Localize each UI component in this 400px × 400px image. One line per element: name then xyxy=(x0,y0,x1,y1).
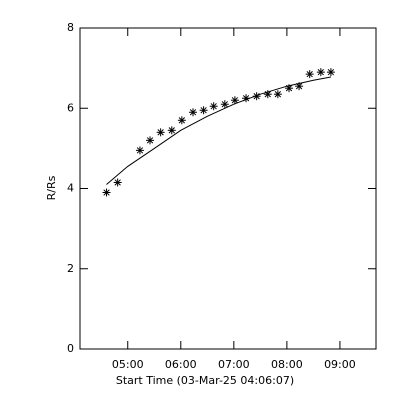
data-point xyxy=(113,178,122,187)
data-point xyxy=(188,108,197,117)
data-point xyxy=(252,92,261,101)
data-point xyxy=(285,84,294,93)
x-tick-label: 07:00 xyxy=(218,358,250,371)
data-point xyxy=(102,188,111,197)
data-point xyxy=(135,146,144,155)
data-point xyxy=(273,90,282,99)
y-tick-label: 2 xyxy=(67,262,74,275)
data-point xyxy=(167,126,176,135)
data-point xyxy=(199,106,208,115)
y-tick-label: 0 xyxy=(67,342,74,355)
data-point xyxy=(177,116,186,125)
y-axis-label: R/Rs xyxy=(45,175,58,200)
data-point xyxy=(156,128,165,137)
data-point xyxy=(230,96,239,105)
data-point xyxy=(295,82,304,91)
x-tick-label: 05:00 xyxy=(112,358,144,371)
data-point xyxy=(263,90,272,99)
y-tick-label: 4 xyxy=(67,182,74,195)
data-point xyxy=(305,70,314,79)
fit-line xyxy=(106,76,331,185)
data-point xyxy=(209,102,218,111)
x-tick-label: 06:00 xyxy=(165,358,197,371)
plot-frame xyxy=(79,27,377,350)
data-point xyxy=(316,68,325,77)
x-axis-label: Start Time (03-Mar-25 04:06:07) xyxy=(116,374,294,387)
data-point xyxy=(326,68,335,77)
data-point xyxy=(146,136,155,145)
x-tick-label: 09:00 xyxy=(324,358,356,371)
y-tick-label: 8 xyxy=(67,21,74,34)
data-point xyxy=(220,100,229,109)
data-point xyxy=(242,94,251,103)
y-tick-label: 6 xyxy=(67,101,74,114)
x-tick-label: 08:00 xyxy=(271,358,303,371)
